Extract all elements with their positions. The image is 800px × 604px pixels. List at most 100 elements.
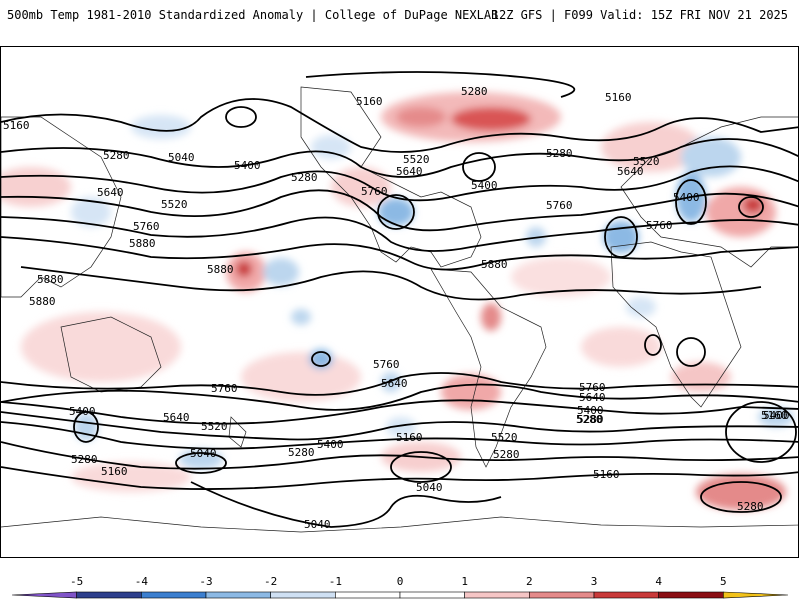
australia-outline (60, 316, 162, 393)
label-s5280-se: 5280 (576, 413, 603, 426)
label-s5160-io: 5160 (761, 409, 788, 422)
colorbar-tick-label: 5 (720, 575, 727, 588)
contour-5160-north (1, 98, 798, 153)
contour-5880-south (1, 372, 798, 396)
label-s5280-ant: 5280 (737, 500, 764, 513)
contour-5280-north (1, 138, 798, 178)
label-s5400-atl: 5400 (763, 409, 790, 422)
label-5160-np: 5160 (3, 119, 30, 132)
colorbar-canvas: -5 -4 -3 -2 -1 0 1 2 3 4 5 (11, 575, 789, 599)
colorbar-tick-label: -1 (329, 575, 342, 588)
contour-5160-arctic (305, 71, 576, 98)
label-5640-wp: 5640 (97, 186, 124, 199)
label-s5760-sp: 5760 (211, 382, 238, 395)
title-bar: 500mb Temp 1981-2010 Standardized Anomal… (0, 0, 800, 28)
anomaly-map[interactable]: 5160 5160 5160 5280 5280 5280 5280 5040 … (0, 46, 799, 558)
contour-5400-low-sp (73, 411, 99, 443)
label-s5040-ind: 5040 (190, 447, 217, 460)
contour-5040-low-atl (390, 451, 452, 483)
colorbar-tick-label: -4 (135, 575, 149, 588)
label-s5280-ind: 5280 (71, 453, 98, 466)
label-s5760-atl: 5760 (579, 381, 606, 394)
contour-5040-south (190, 481, 502, 528)
contour-5400-south (1, 421, 798, 450)
contour-5880-north (20, 266, 762, 301)
label-5880-pac: 5880 (207, 263, 234, 276)
contour-5400-low-eu (675, 179, 707, 225)
label-5280-atl: 5280 (546, 147, 573, 160)
label-5520-wp: 5520 (161, 198, 188, 211)
label-5640-na: 5640 (396, 165, 423, 178)
contour-5400-north (1, 165, 798, 202)
colorbar-tick-label: -3 (199, 575, 212, 588)
colorbar-segment (593, 591, 659, 599)
label-s5280-pac2: 5280 (577, 413, 604, 426)
label-5760-wp: 5760 (133, 220, 160, 233)
contour-5640-north (1, 216, 798, 252)
label-5040-np: 5040 (168, 151, 195, 164)
height-contours (1, 71, 798, 528)
anomaly-colorbar: -5 -4 -3 -2 -1 0 1 2 3 4 5 (0, 566, 800, 600)
contour-5760-low-atl (604, 216, 638, 258)
label-5880-ind: 5880 (37, 273, 64, 286)
label-s5040-ant: 5040 (304, 518, 331, 531)
label-5760-eu: 5760 (646, 219, 673, 232)
map-canvas: 5160 5160 5160 5280 5280 5280 5280 5040 … (1, 71, 798, 533)
label-s5760-pac: 5760 (373, 358, 400, 371)
label-5400-eu: 5400 (673, 191, 700, 204)
label-s5400-ind: 5400 (69, 405, 96, 418)
contour-5160-south (1, 466, 798, 490)
new-zealand-outline (228, 416, 247, 448)
contour-5760-low-pac (377, 194, 415, 230)
label-5280-np: 5280 (461, 85, 488, 98)
contour-5280-low-na (462, 152, 496, 182)
label-5760-na: 5760 (361, 185, 388, 198)
label-s5400-pac2: 5400 (577, 404, 604, 417)
contour-5520-south (1, 411, 798, 441)
label-5520-eu: 5520 (633, 155, 660, 168)
colorbar-segment (205, 591, 271, 599)
antarctica-outline (1, 516, 798, 533)
map-title: 500mb Temp 1981-2010 Standardized Anomal… (7, 8, 499, 22)
contour-5760-north (1, 236, 798, 271)
contour-5640-high-eu (738, 196, 764, 218)
colorbar-segment (723, 591, 789, 599)
label-5880-wp: 5880 (129, 237, 156, 250)
colorbar-segment (11, 591, 77, 599)
label-s5520-atl: 5520 (491, 431, 518, 444)
label-s5640-pac: 5640 (381, 377, 408, 390)
colorbar-segment (141, 591, 207, 599)
model-run-info: 12Z GFS | F099 Valid: 15Z FRI NOV 21 202… (491, 8, 788, 22)
colorbar-tick-label: 3 (591, 575, 598, 588)
label-s5520-sp: 5520 (201, 420, 228, 433)
label-5640-eu: 5640 (617, 165, 644, 178)
label-s5160-ind: 5160 (101, 465, 128, 478)
africa-outline (610, 241, 742, 408)
label-s5400-sp: 5400 (317, 438, 344, 451)
label-5400-np: 5400 (234, 159, 261, 172)
contour-5760-south (1, 383, 798, 411)
colorbar-segment (335, 591, 401, 599)
colorbar-tick-label: 0 (397, 575, 404, 588)
contour-5880-low-pac (311, 351, 331, 367)
label-s5040-atl: 5040 (416, 481, 443, 494)
colorbar-segment (270, 591, 336, 599)
colorbar-segment (399, 591, 465, 599)
contour-5280-south (1, 441, 798, 470)
contour-5280-low-ant (700, 481, 782, 513)
asia-outline-west (1, 116, 122, 298)
label-5280-wp: 5280 (103, 149, 130, 162)
contour-5040-low-np (225, 106, 257, 128)
south-america-outline (430, 268, 547, 468)
colorbar-tick-label: 1 (461, 575, 468, 588)
label-5880-ind2: 5880 (29, 295, 56, 308)
colorbar-tick-label: 4 (655, 575, 662, 588)
contour-labels: 5160 5160 5160 5280 5280 5280 5280 5040 … (3, 85, 790, 531)
label-5160-nw: 5160 (356, 95, 383, 108)
label-5280-np2: 5280 (291, 171, 318, 184)
label-s5280-sp: 5280 (288, 446, 315, 459)
contour-5640-south (1, 399, 798, 425)
label-5160-pac: 5160 (605, 91, 632, 104)
colorbar-tick-label: 2 (526, 575, 533, 588)
label-5520-na: 5520 (403, 153, 430, 166)
